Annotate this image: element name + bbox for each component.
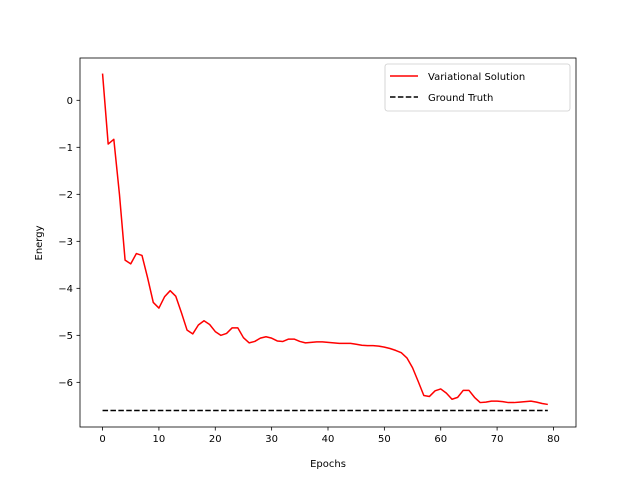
x-tick-label: 80 <box>547 434 560 445</box>
y-tick-label: −1 <box>58 143 73 154</box>
y-tick-label: −6 <box>58 378 73 389</box>
x-tick-label: 20 <box>209 434 222 445</box>
plot-area <box>80 58 576 427</box>
y-axis-label: Energy <box>34 225 45 260</box>
legend-label: Variational Solution <box>428 72 525 83</box>
x-tick-label: 70 <box>491 434 504 445</box>
y-tick-label: −5 <box>58 331 73 342</box>
x-tick-label: 60 <box>434 434 447 445</box>
x-axis-label: Epochs <box>310 459 346 470</box>
series-layer <box>101 73 548 412</box>
x-tick-label: 40 <box>322 434 335 445</box>
x-tick-label: 10 <box>153 434 166 445</box>
y-tick-label: 0 <box>67 96 73 107</box>
x-axis-ticks: 0 10 20 30 40 50 60 70 80 <box>99 427 560 445</box>
y-tick-label: −3 <box>58 237 73 248</box>
x-tick-label: 0 <box>99 434 105 445</box>
x-tick-label: 50 <box>378 434 391 445</box>
y-tick-label: −2 <box>58 190 73 201</box>
y-axis-ticks: 0 −1 −2 −3 −4 −5 −6 <box>58 96 80 389</box>
legend-label: Ground Truth <box>428 93 493 104</box>
legend: Variational Solution Ground Truth <box>384 63 571 112</box>
x-tick-label: 30 <box>265 434 278 445</box>
legend-box <box>384 63 571 112</box>
y-tick-label: −4 <box>58 284 73 295</box>
variational-solution-line <box>101 73 548 406</box>
